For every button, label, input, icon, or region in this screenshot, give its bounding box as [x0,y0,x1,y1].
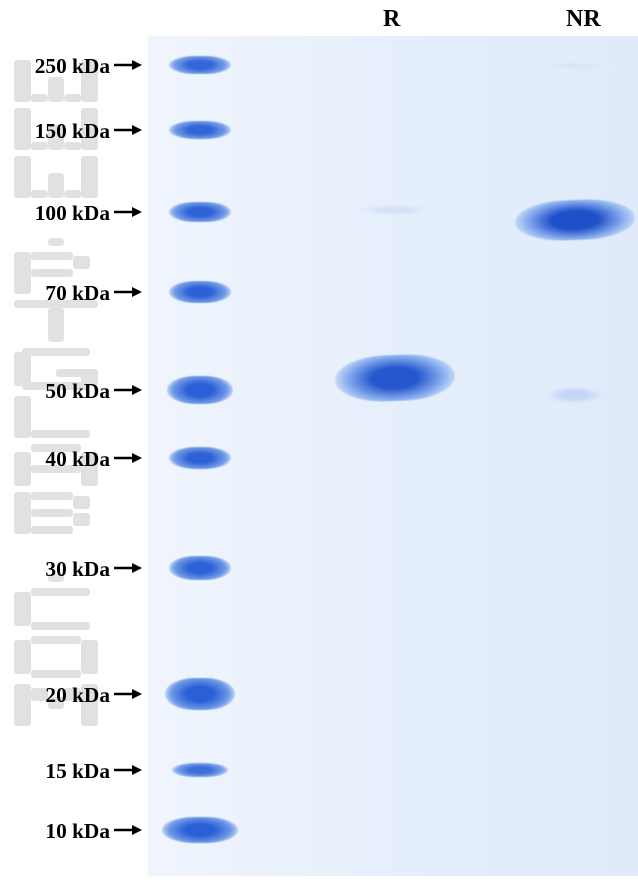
ladder-band [162,817,238,843]
marker-arrow-icon [114,453,142,463]
watermark-seg [31,526,73,534]
lane-header-reduced: R [383,6,400,33]
ladder-band [169,121,231,139]
faint-band [545,387,605,403]
watermark-seg [31,252,73,260]
watermark-seg [14,684,31,726]
watermark-seg [48,238,65,246]
marker-label: 50 kDa [45,379,110,404]
marker-arrow-icon [114,125,142,135]
ladder-band [165,678,235,710]
watermark-seg [73,256,90,269]
ladder-band [169,56,231,74]
watermark-seg [73,496,90,509]
watermark-seg [14,252,31,294]
watermark-seg [31,430,90,438]
marker-arrow-icon [114,287,142,297]
watermark-seg [14,492,31,534]
marker-arrow-icon [114,689,142,699]
sds-page-figure: R NR 250 kDa 150 kDa 100 kDa 70 kDa 50 k… [0,0,638,887]
watermark-glyph [14,588,98,630]
watermark-seg [73,513,90,526]
watermark-seg [14,108,31,150]
marker-label: 40 kDa [45,447,110,472]
watermark-seg [48,308,65,342]
watermark-seg [31,636,81,644]
marker-arrow-icon [114,60,142,70]
marker-label: 100 kDa [35,201,110,226]
watermark-seg [81,640,98,674]
watermark-glyph [14,300,98,342]
watermark-seg [64,94,81,102]
watermark-seg [31,94,48,102]
watermark-seg [31,269,73,277]
marker-arrow-icon [114,825,142,835]
watermark-seg [14,60,31,102]
ladder-band [169,202,231,222]
marker-label: 70 kDa [45,281,110,306]
watermark-glyph [14,492,98,534]
marker-arrow-icon [114,765,142,775]
watermark-seg [14,640,31,674]
faint-band [355,205,435,215]
watermark-seg [31,670,81,678]
watermark-seg [31,509,73,517]
ladder-band [172,763,228,777]
watermark-seg [31,190,48,198]
watermark-seg [81,156,98,198]
marker-arrow-icon [114,563,142,573]
watermark-seg [14,352,31,386]
watermark-seg [48,173,65,198]
ladder-band [169,447,231,469]
watermark-seg [31,622,90,630]
watermark-glyph [14,636,98,678]
watermark-seg [14,396,31,438]
marker-arrow-icon [114,385,142,395]
ladder-band [167,376,233,404]
ladder-band [169,281,231,303]
watermark-seg [48,77,65,102]
lane-header-nonreduced: NR [566,6,601,33]
watermark-seg [22,348,89,356]
marker-label: 20 kDa [45,683,110,708]
watermark-seg [31,588,90,596]
watermark-glyph [14,156,98,198]
watermark-seg [56,369,90,377]
marker-label: 150 kDa [35,119,110,144]
watermark-seg [14,592,31,626]
watermark-seg [64,190,81,198]
marker-label: 250 kDa [35,54,110,79]
watermark-seg [14,156,31,198]
marker-arrow-icon [114,207,142,217]
marker-label: 10 kDa [45,819,110,844]
ladder-band [169,556,231,580]
marker-label: 15 kDa [45,759,110,784]
watermark-seg [31,492,73,500]
gel-area [148,36,638,876]
marker-label: 30 kDa [45,557,110,582]
faint-band [535,62,615,70]
watermark-seg [14,452,31,486]
